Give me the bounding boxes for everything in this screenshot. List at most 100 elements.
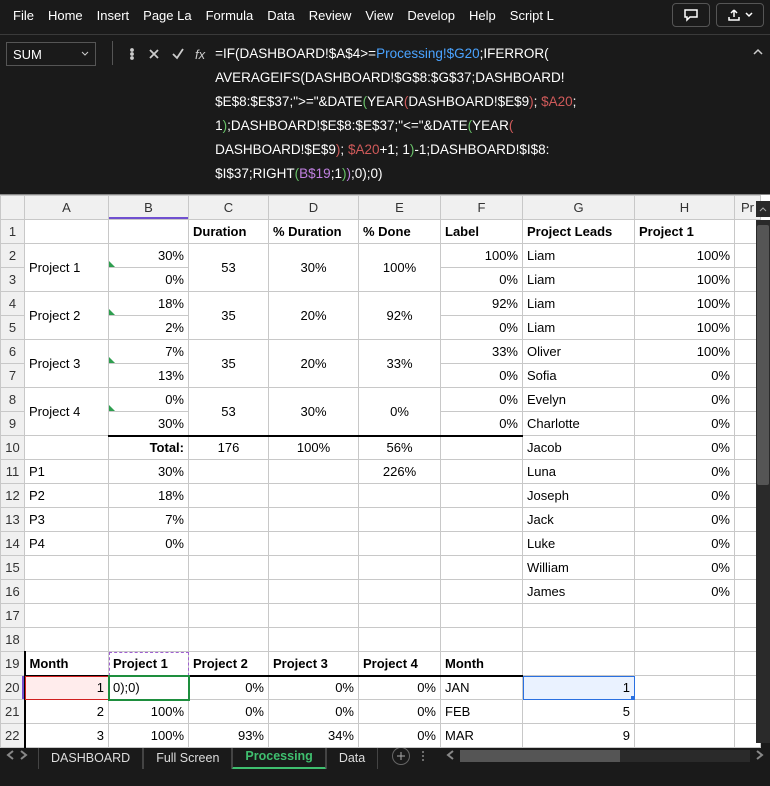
tab-menu-icon[interactable] bbox=[420, 749, 428, 763]
select-all-corner[interactable] bbox=[1, 196, 25, 220]
cell[interactable]: 18% bbox=[109, 292, 189, 316]
spreadsheet-grid[interactable]: A B C D E F G H Pr 1 Duration % Duration… bbox=[0, 194, 770, 743]
col-header-F[interactable]: F bbox=[441, 196, 523, 220]
cell[interactable]: 2 bbox=[25, 700, 109, 724]
cell[interactable]: 2% bbox=[109, 316, 189, 340]
cell[interactable]: 100% bbox=[441, 244, 523, 268]
menu-review[interactable]: Review bbox=[302, 4, 359, 27]
cell[interactable]: Liam bbox=[523, 244, 635, 268]
cell[interactable]: 0% bbox=[635, 364, 735, 388]
cell[interactable]: 18% bbox=[109, 484, 189, 508]
hscroll-right[interactable] bbox=[754, 749, 764, 763]
cell[interactable]: Luke bbox=[523, 532, 635, 556]
fx-label[interactable]: fx bbox=[195, 47, 205, 62]
cell[interactable]: Liam bbox=[523, 292, 635, 316]
cell[interactable]: Project 4 bbox=[25, 388, 109, 436]
cell[interactable]: 0% bbox=[109, 532, 189, 556]
row-header[interactable]: 1 bbox=[1, 220, 25, 244]
cell[interactable]: Project 1 bbox=[635, 220, 735, 244]
cell[interactable]: 30% bbox=[109, 460, 189, 484]
row-header[interactable]: 17 bbox=[1, 604, 25, 628]
cell[interactable]: MAR bbox=[441, 724, 523, 748]
cell[interactable]: 0% bbox=[635, 388, 735, 412]
col-header-A[interactable]: A bbox=[25, 196, 109, 220]
cell-editing[interactable]: 0);0) bbox=[109, 676, 189, 700]
row-header[interactable]: 6 bbox=[1, 340, 25, 364]
cell[interactable]: 0% bbox=[441, 364, 523, 388]
cell[interactable]: 100% bbox=[635, 340, 735, 364]
cell[interactable]: 0% bbox=[635, 436, 735, 460]
cell[interactable] bbox=[359, 532, 441, 556]
cell[interactable]: 0% bbox=[441, 412, 523, 436]
cell[interactable]: 0% bbox=[635, 508, 735, 532]
col-header-G[interactable]: G bbox=[523, 196, 635, 220]
cell[interactable]: Project 2 bbox=[25, 292, 109, 340]
horizontal-scrollbar-track[interactable] bbox=[460, 750, 750, 762]
cell[interactable]: 0% bbox=[359, 724, 441, 748]
cell[interactable]: 30% bbox=[109, 412, 189, 436]
cell[interactable]: Project Leads bbox=[523, 220, 635, 244]
cell[interactable]: 30% bbox=[269, 244, 359, 292]
cell[interactable]: 13% bbox=[109, 364, 189, 388]
cell[interactable]: 20% bbox=[269, 340, 359, 388]
cell[interactable]: P3 bbox=[25, 508, 109, 532]
cell[interactable]: Month bbox=[441, 652, 523, 676]
row-header[interactable]: 4 bbox=[1, 292, 25, 316]
cell[interactable]: 100% bbox=[359, 244, 441, 292]
row-header[interactable]: 2 bbox=[1, 244, 25, 268]
cell[interactable]: 33% bbox=[359, 340, 441, 388]
sheet-tab[interactable]: Full Screen bbox=[143, 746, 232, 769]
cell[interactable]: 30% bbox=[269, 388, 359, 436]
cell[interactable]: 53 bbox=[189, 388, 269, 436]
cell[interactable]: 0% bbox=[635, 460, 735, 484]
formula-input[interactable]: =IF(DASHBOARD!$A$4>=Processing!$G20;IFER… bbox=[215, 41, 742, 186]
col-header-D[interactable]: D bbox=[269, 196, 359, 220]
tab-nav-prev[interactable] bbox=[6, 749, 16, 763]
cell[interactable]: 0% bbox=[359, 676, 441, 700]
cell[interactable] bbox=[359, 484, 441, 508]
formula-expand-button[interactable] bbox=[752, 41, 764, 63]
cell[interactable]: P1 bbox=[25, 460, 109, 484]
cell[interactable]: 100% bbox=[635, 244, 735, 268]
cell[interactable]: 0% bbox=[441, 268, 523, 292]
cell[interactable]: 30% bbox=[109, 244, 189, 268]
cell[interactable]: 0% bbox=[359, 388, 441, 436]
row-header[interactable]: 12 bbox=[1, 484, 25, 508]
menu-view[interactable]: View bbox=[358, 4, 400, 27]
cell[interactable]: 0% bbox=[109, 268, 189, 292]
row-header[interactable]: 20 bbox=[1, 676, 25, 700]
menu-file[interactable]: File bbox=[6, 4, 41, 27]
accept-icon[interactable] bbox=[171, 47, 185, 61]
cell[interactable]: Project 1 bbox=[25, 244, 109, 292]
row-header[interactable]: 8 bbox=[1, 388, 25, 412]
cell[interactable]: Jacob bbox=[523, 436, 635, 460]
cell[interactable]: P4 bbox=[25, 532, 109, 556]
col-header-C[interactable]: C bbox=[189, 196, 269, 220]
col-header-B[interactable]: B bbox=[109, 196, 189, 220]
hscroll-left[interactable] bbox=[446, 749, 456, 763]
cell[interactable]: 35 bbox=[189, 292, 269, 340]
cell[interactable]: Jack bbox=[523, 508, 635, 532]
cell[interactable]: Luna bbox=[523, 460, 635, 484]
row-header[interactable]: 22 bbox=[1, 724, 25, 748]
cell[interactable]: William bbox=[523, 556, 635, 580]
cell[interactable]: 0% bbox=[441, 316, 523, 340]
horizontal-scrollbar-thumb[interactable] bbox=[460, 750, 619, 762]
cell[interactable]: 35 bbox=[189, 340, 269, 388]
row-header[interactable]: 15 bbox=[1, 556, 25, 580]
menu-developer[interactable]: Develop bbox=[400, 4, 462, 27]
cell[interactable]: P2 bbox=[25, 484, 109, 508]
cancel-icon[interactable] bbox=[147, 47, 161, 61]
cell[interactable]: 100% bbox=[635, 316, 735, 340]
cell[interactable]: Total: bbox=[109, 436, 189, 460]
cell[interactable] bbox=[359, 508, 441, 532]
cell-editing[interactable]: 100% bbox=[109, 700, 189, 724]
cell[interactable]: % Duration bbox=[269, 220, 359, 244]
sheet-tab[interactable]: DASHBOARD bbox=[38, 746, 143, 769]
cell[interactable]: Project 2 bbox=[189, 652, 269, 676]
cell[interactable]: 7% bbox=[109, 340, 189, 364]
cell[interactable]: Joseph bbox=[523, 484, 635, 508]
cell[interactable]: 7% bbox=[109, 508, 189, 532]
drag-handle-icon[interactable] bbox=[129, 47, 137, 61]
cell[interactable]: 0% bbox=[359, 700, 441, 724]
